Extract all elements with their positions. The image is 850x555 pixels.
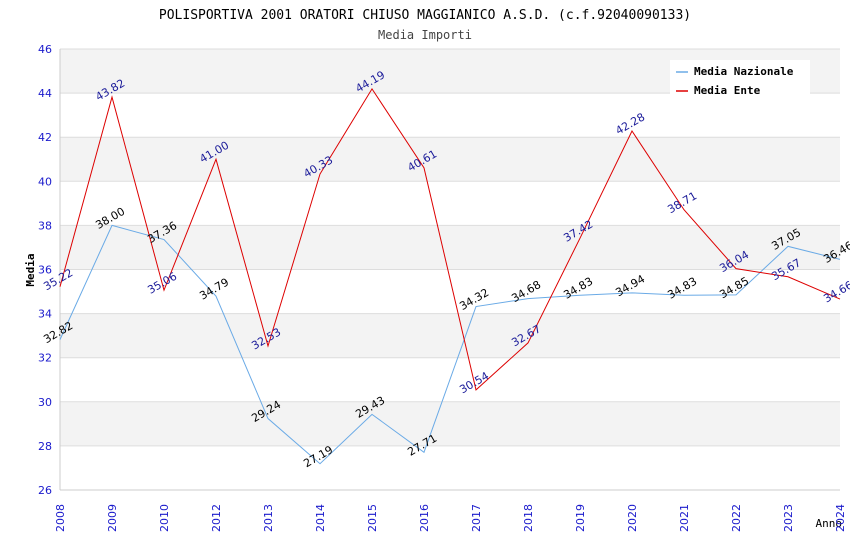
x-tick-label: 2023: [782, 504, 795, 532]
x-tick-label: 2019: [574, 504, 587, 532]
chart-title: POLISPORTIVA 2001 ORATORI CHIUSO MAGGIAN…: [159, 8, 691, 23]
y-tick-label: 34: [38, 308, 52, 321]
data-label: 34.79: [197, 276, 231, 303]
y-tick-labels: 26 28 30 32 34 36 38 40 42 44 46: [38, 43, 52, 497]
y-tick-label: 46: [38, 43, 52, 56]
x-tick-label: 2022: [730, 504, 743, 532]
data-label: 42.28: [613, 110, 647, 137]
x-tick-label: 2012: [210, 504, 223, 532]
y-tick-label: 42: [38, 131, 52, 144]
data-label: 34.83: [665, 275, 699, 302]
y-tick-label: 26: [38, 484, 52, 497]
series-line-media-nazionale: [59, 224, 841, 465]
legend-label-media-ente: Media Ente: [694, 84, 761, 97]
x-tick-label: 2017: [470, 504, 483, 532]
x-tick-label: 2013: [262, 504, 275, 532]
grid-band: [60, 401, 840, 446]
x-tick-label: 2010: [158, 504, 171, 532]
data-label: 34.32: [457, 286, 491, 313]
data-label: 34.94: [613, 272, 647, 299]
grid-bands: [60, 49, 840, 446]
series-lines: [59, 87, 841, 465]
legend: Media Nazionale Media Ente: [670, 60, 810, 100]
y-tick-label: 32: [38, 352, 52, 365]
grid-band: [60, 137, 840, 182]
x-tick-label: 2021: [678, 504, 691, 532]
x-axis-label: Anno: [816, 517, 843, 530]
series-line-media-ente: [59, 87, 841, 391]
data-label: 34.66: [821, 279, 850, 306]
legend-box: [670, 60, 810, 100]
y-tick-label: 38: [38, 219, 52, 232]
x-tick-label: 2024: [834, 504, 847, 532]
data-label: 35.06: [145, 270, 179, 297]
x-tick-labels: 2008 2009 2010 2012 2013 2014 2015 2016 2017 2018…: [54, 504, 847, 532]
x-tick-label: 2016: [418, 504, 431, 532]
data-label: 34.85: [717, 274, 751, 301]
chart-subtitle: Media Importi: [378, 28, 472, 42]
x-tick-label: 2014: [314, 504, 327, 532]
y-tick-label: 44: [38, 87, 52, 100]
data-label: 34.83: [561, 275, 595, 302]
y-tick-label: 36: [38, 264, 52, 277]
grid-band: [60, 313, 840, 358]
y-tick-label: 30: [38, 396, 52, 409]
grid-lines: [60, 48, 840, 491]
y-axis-label: Media: [24, 253, 37, 286]
x-tick-label: 2020: [626, 504, 639, 532]
data-label: 34.68: [509, 278, 543, 305]
x-tick-label: 2008: [54, 504, 67, 532]
y-tick-label: 28: [38, 440, 52, 453]
y-tick-label: 40: [38, 175, 52, 188]
data-label: 27.19: [301, 443, 335, 470]
x-tick-label: 2015: [366, 504, 379, 532]
grid-band: [60, 225, 840, 270]
data-label: 30.54: [457, 369, 491, 396]
x-tick-label: 2009: [106, 504, 119, 532]
x-tick-label: 2018: [522, 504, 535, 532]
legend-label-media-nazionale: Media Nazionale: [694, 65, 794, 78]
data-label: 38.71: [665, 189, 699, 216]
